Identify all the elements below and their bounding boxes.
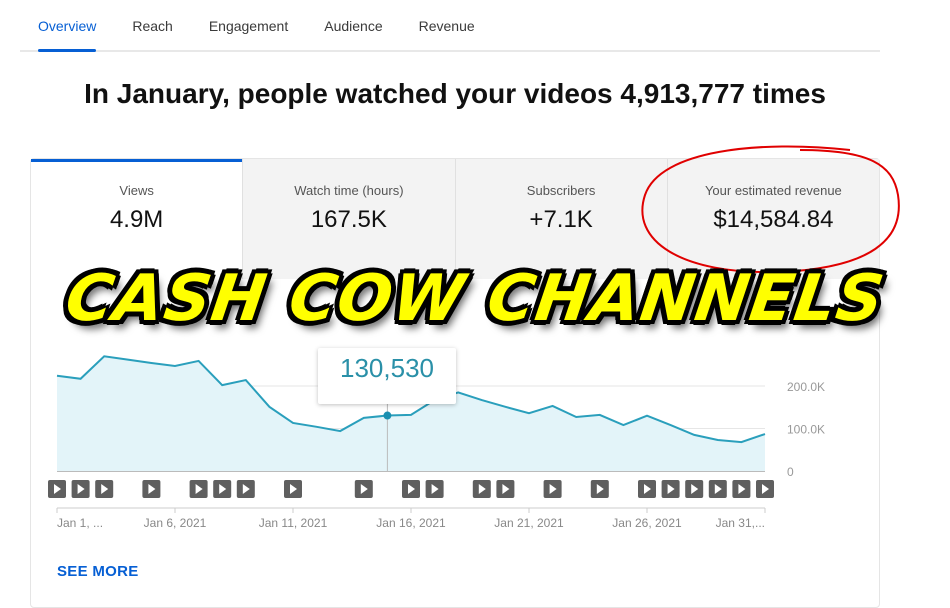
play-icon — [54, 484, 61, 494]
play-icon — [195, 484, 203, 494]
play-icon — [219, 484, 227, 494]
play-icon — [762, 484, 769, 494]
play-icon — [644, 484, 651, 494]
play-icon — [290, 484, 297, 494]
play-icon — [478, 484, 486, 494]
play-icon — [408, 484, 415, 494]
metric-label: Watch time (hours) — [294, 183, 404, 198]
play-icon — [714, 484, 722, 494]
play-icon — [77, 484, 85, 494]
play-icon — [738, 484, 746, 494]
x-tick-label: Jan 11, 2021 — [259, 516, 328, 530]
play-icon — [101, 484, 109, 494]
see-more-link[interactable]: SEE MORE — [57, 563, 139, 580]
tab-bar: Overview Reach Engagement Audience Reven… — [20, 0, 880, 52]
x-tick-label: Jan 31,... — [716, 516, 765, 530]
tab-engagement[interactable]: Engagement — [208, 18, 289, 34]
overlay-banner: CASH COW CHANNELS — [61, 262, 889, 336]
play-icon — [242, 484, 250, 494]
tab-overview[interactable]: Overview — [20, 0, 114, 52]
y-tick-label: 200.0K — [787, 380, 825, 394]
x-tick-label: Jan 6, 2021 — [144, 516, 207, 530]
metric-value: 4.9M — [109, 206, 164, 233]
tab-reach[interactable]: Reach — [132, 18, 173, 34]
play-icon — [502, 484, 510, 494]
chart-tooltip: 130,530 — [318, 348, 456, 404]
metric-label: Views — [119, 183, 154, 198]
y-tick-label: 0 — [787, 465, 794, 479]
tab-audience[interactable]: Audience — [324, 18, 383, 34]
metric-value: 167.5K — [310, 206, 387, 233]
tab-revenue[interactable]: Revenue — [418, 18, 475, 34]
play-icon — [148, 484, 156, 494]
metric-label: Subscribers — [526, 183, 596, 198]
area-fill — [57, 356, 765, 471]
x-tick-label: Jan 16, 2021 — [376, 516, 446, 530]
y-tick-label: 100.0K — [787, 423, 825, 437]
hover-point — [383, 411, 392, 420]
play-icon — [667, 484, 675, 494]
play-icon — [691, 484, 699, 494]
metric-watch-time[interactable]: Watch time (hours) 167.5K — [242, 159, 455, 279]
series-line — [56, 355, 766, 444]
x-tick-label: Jan 1, ... — [57, 516, 103, 530]
play-icon — [596, 484, 604, 494]
metric-value: +7.1K — [529, 206, 593, 233]
page-headline: In January, people watched your videos 4… — [84, 78, 826, 109]
x-tick-label: Jan 21, 2021 — [494, 516, 564, 530]
play-icon — [360, 484, 368, 494]
play-icon — [549, 484, 557, 494]
metric-views[interactable]: Views 4.9M — [31, 159, 243, 279]
metric-subscribers[interactable]: Subscribers +7.1K — [454, 159, 667, 279]
play-icon — [431, 484, 439, 494]
x-tick-label: Jan 26, 2021 — [612, 516, 682, 530]
